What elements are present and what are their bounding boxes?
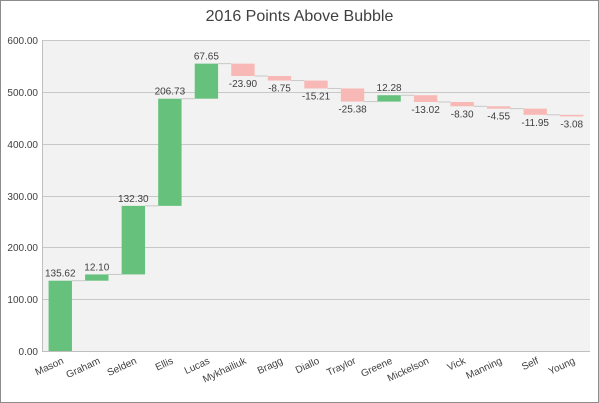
category-label: Self	[520, 356, 540, 373]
data-label: -8.30	[451, 109, 474, 120]
category-label: Mickelson	[386, 356, 431, 385]
category-label: Diallo	[294, 356, 322, 377]
waterfall-bar	[377, 95, 401, 102]
data-label: -25.38	[338, 105, 367, 116]
data-label: 206.73	[155, 87, 186, 98]
waterfall-bar	[560, 114, 584, 117]
data-label: -11.95	[521, 118, 549, 129]
waterfall-bar	[413, 95, 438, 102]
waterfall-bar	[194, 63, 219, 99]
waterfall-bar	[340, 88, 365, 102]
waterfall-bar	[304, 80, 328, 89]
data-label: -3.08	[560, 119, 583, 130]
waterfall-bar	[523, 108, 547, 115]
category-label: Manning	[465, 356, 504, 382]
data-label: -15.21	[302, 91, 331, 102]
y-tick-label: 0.00	[19, 347, 39, 358]
category-label: Bragg	[256, 356, 285, 377]
category-label: Mason	[34, 356, 66, 379]
waterfall-bar	[158, 98, 182, 206]
category-label: Young	[547, 356, 577, 378]
waterfall-bar	[121, 205, 146, 275]
y-tick-label: 100.00	[7, 295, 38, 306]
waterfall-bar	[85, 274, 109, 281]
y-tick-label: 500.00	[7, 88, 38, 99]
chart-title: 2016 Points Above Bubble	[205, 8, 394, 25]
y-tick-label: 200.00	[7, 243, 38, 254]
data-label: -13.02	[411, 105, 440, 116]
category-label: Ellis	[154, 356, 175, 374]
y-tick-label: 300.00	[7, 192, 38, 203]
data-label: -23.90	[229, 79, 258, 90]
data-label: 67.65	[194, 52, 219, 63]
data-label: 135.62	[45, 269, 76, 280]
data-label: 132.30	[118, 194, 149, 205]
waterfall-bar	[450, 101, 474, 107]
data-label: -4.55	[487, 112, 510, 123]
category-label: Selden	[106, 356, 139, 379]
category-label: Traylor	[325, 355, 358, 378]
waterfall-bar	[267, 76, 292, 81]
data-label: 12.28	[377, 83, 402, 94]
waterfall-bar	[231, 63, 255, 77]
data-label: -8.75	[268, 84, 291, 95]
data-label: 12.10	[84, 262, 109, 273]
category-label: Graham	[65, 356, 102, 381]
waterfall-bar	[48, 280, 72, 351]
waterfall-bar	[486, 106, 511, 109]
y-tick-label: 400.00	[7, 140, 38, 151]
y-tick-label: 600.00	[7, 36, 38, 47]
